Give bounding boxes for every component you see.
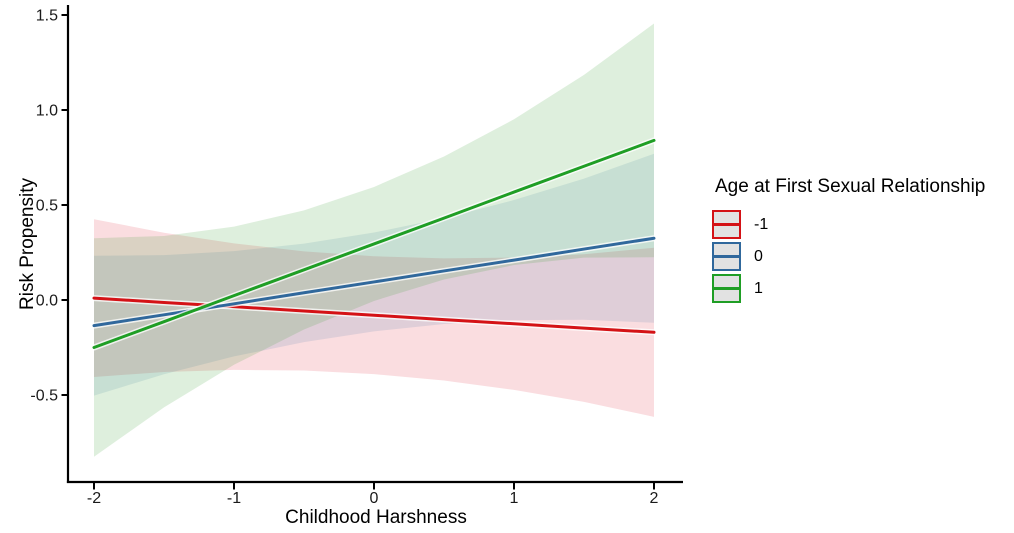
- regression-line-1: [92, 138, 656, 349]
- axis-tick-labels: -2 -1 0 1 2 -0.5 0.0 0.5 1.0 1.5: [30, 8, 658, 508]
- y-tick-label: 1.0: [36, 103, 58, 120]
- x-tick-label: 0: [370, 490, 379, 507]
- legend-key-swatch: [712, 274, 741, 303]
- legend-title: Age at First Sexual Relationship: [715, 176, 986, 197]
- x-tick-label: 2: [650, 490, 659, 507]
- x-tick-label: -1: [227, 490, 241, 507]
- legend-label: 1: [754, 279, 763, 297]
- regression-lines: [91, 137, 657, 351]
- ci-ribbon-1: [94, 23, 654, 457]
- x-axis-title: Childhood Harshness: [285, 507, 467, 528]
- y-tick-label: 0.5: [36, 198, 58, 215]
- legend-key-swatch: [712, 242, 741, 271]
- legend-label: -1: [754, 215, 769, 233]
- regression-line-minus1: [92, 296, 656, 334]
- ci-ribbons: [94, 23, 654, 457]
- legend: Age at First Sexual Relationship -1 0 1: [712, 176, 1014, 306]
- legend-key-line: [714, 287, 739, 290]
- legend-key-line: [714, 255, 739, 258]
- y-tick-label: 0.0: [36, 293, 58, 310]
- legend-key-line: [714, 223, 739, 226]
- legend-item-minus1: -1: [712, 210, 1014, 239]
- y-tick-label: -0.5: [30, 388, 58, 405]
- legend-label: 0: [754, 247, 763, 265]
- legend-item-0: 0: [712, 242, 1014, 271]
- legend-items: -1 0 1: [712, 210, 1014, 303]
- axis-ticks: [61, 14, 655, 490]
- x-tick-label: -2: [87, 490, 101, 507]
- legend-item-1: 1: [712, 274, 1014, 303]
- y-axis-title: Risk Propensity: [17, 178, 38, 310]
- ci-ribbon-0: [94, 153, 654, 396]
- y-tick-label: 1.5: [36, 8, 58, 25]
- x-tick-label: 1: [510, 490, 519, 507]
- legend-key-swatch: [712, 210, 741, 239]
